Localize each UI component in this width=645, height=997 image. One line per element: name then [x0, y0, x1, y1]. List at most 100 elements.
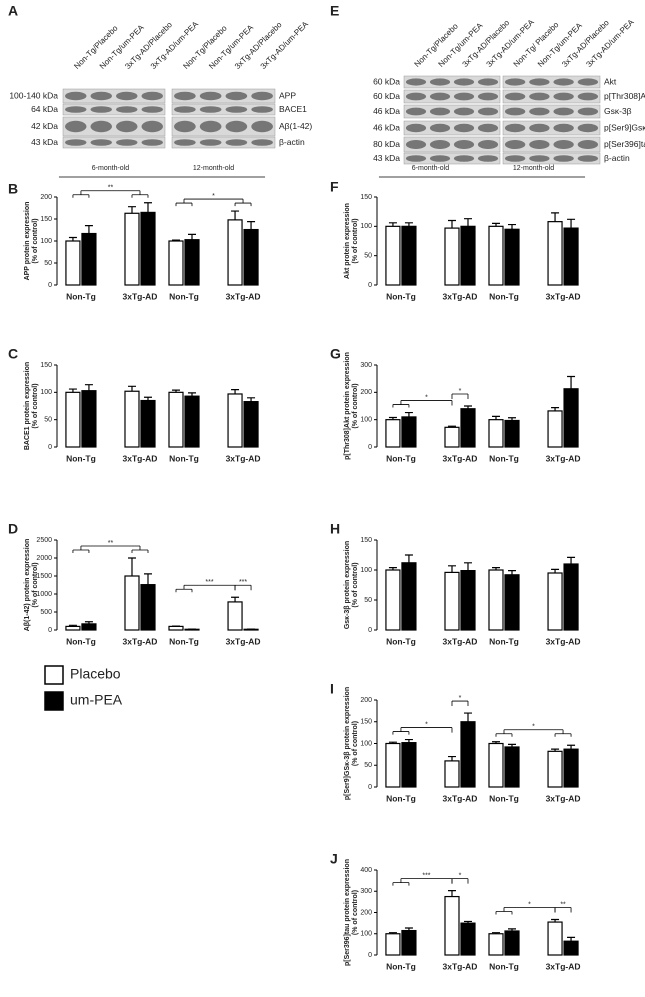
- panel-letter: C: [8, 346, 18, 362]
- bar: [184, 239, 200, 286]
- blot-strip: [502, 136, 601, 153]
- blot-band: [429, 107, 451, 116]
- y-tick-label: 100: [360, 740, 372, 747]
- significance-bracket: [234, 584, 252, 591]
- blot-band: [577, 107, 599, 116]
- error-bar: [567, 744, 576, 750]
- y-tick-label: 1000: [36, 591, 52, 598]
- y-tick-label: 150: [360, 194, 372, 201]
- y-tick-label: 50: [364, 762, 372, 769]
- blot-band: [199, 91, 222, 101]
- blot-band: [429, 78, 451, 86]
- y-axis-label: Aβ(1-42) protein expression: [24, 539, 31, 632]
- blot-band: [577, 155, 599, 162]
- error-bar: [404, 222, 413, 227]
- bar: [547, 921, 563, 956]
- blot-band: [453, 78, 475, 86]
- blot-band: [553, 107, 574, 116]
- significance-bracket: [392, 400, 453, 408]
- error-bar: [463, 920, 472, 924]
- error-bar: [567, 936, 576, 942]
- bar: [488, 225, 504, 286]
- bar: [401, 742, 417, 788]
- y-axis-label: (% of control): [352, 218, 359, 263]
- x-tick-label: 3xTg-AD: [226, 636, 261, 646]
- error-bar: [551, 748, 560, 752]
- y-tick-label: 100: [360, 417, 372, 424]
- blot-band: [553, 92, 574, 101]
- x-tick-label: Non-Tg: [66, 453, 96, 463]
- bar: [460, 225, 476, 286]
- legend-swatch: [44, 665, 64, 685]
- error-bar: [567, 375, 576, 389]
- significance-bracket: [392, 727, 453, 735]
- blot-strip: [62, 103, 166, 116]
- y-tick-label: 100: [40, 389, 52, 396]
- blot-band: [116, 120, 138, 133]
- y-tick-label: 100: [360, 223, 372, 230]
- significance-label: **: [108, 185, 114, 192]
- kda-label: 60 kDa: [373, 76, 400, 86]
- blot-band: [453, 123, 475, 133]
- bar: [124, 212, 140, 286]
- y-tick-label: 0: [368, 444, 372, 451]
- y-tick-label: 0: [368, 627, 372, 634]
- blot-band: [225, 106, 248, 113]
- blot-band: [90, 139, 112, 146]
- significance-label: *: [425, 394, 428, 401]
- x-tick-label: 3xTg-AD: [546, 961, 581, 971]
- error-bar: [463, 405, 472, 409]
- significance-label: ***: [239, 579, 247, 586]
- x-tick-label: 3xTg-AD: [546, 453, 581, 463]
- bar: [488, 933, 504, 956]
- bar: [168, 240, 184, 286]
- bar: [504, 930, 520, 956]
- blot-band: [553, 140, 574, 149]
- error-bar: [388, 932, 397, 934]
- x-tick-label: Non-Tg: [66, 291, 96, 301]
- error-bar: [231, 210, 240, 220]
- significance-label: *: [459, 388, 462, 395]
- y-tick-label: 300: [360, 362, 372, 369]
- bar: [504, 574, 520, 631]
- blot-band: [504, 140, 526, 149]
- error-bar: [187, 392, 196, 397]
- blot-band: [529, 140, 550, 149]
- blot-band: [251, 91, 273, 101]
- significance-bracket: [72, 545, 149, 553]
- error-bar: [507, 928, 516, 931]
- y-tick-label: 50: [364, 597, 372, 604]
- x-tick-label: 3xTg-AD: [443, 793, 478, 803]
- blot-band: [504, 78, 526, 86]
- y-tick-label: 2000: [36, 555, 52, 562]
- y-tick-label: 100: [40, 238, 52, 245]
- y-axis-label: p[Ser9]GSκ-3β protein expression: [344, 687, 351, 800]
- x-tick-label: 3xTg-AD: [226, 453, 261, 463]
- blot-strip: [403, 104, 501, 119]
- error-bar: [127, 557, 136, 576]
- y-tick-label: 50: [44, 417, 52, 424]
- bar: [401, 562, 417, 631]
- bar: [547, 221, 563, 286]
- significance-bracket: [175, 584, 236, 593]
- kda-label: 43 kDa: [31, 137, 58, 147]
- y-axis-label: (% of control): [352, 890, 359, 935]
- lane-label: 3xTg-AD/um-PEA: [259, 19, 311, 71]
- error-bar: [404, 738, 413, 743]
- blot-strip: [403, 75, 501, 89]
- x-tick-label: Non-Tg: [169, 636, 199, 646]
- y-axis-label: APP protein expression: [24, 202, 31, 281]
- bar: [563, 940, 579, 956]
- y-axis-label: Gsκ-3β protein expression: [344, 541, 351, 629]
- error-bar: [551, 407, 560, 411]
- blot-band: [577, 78, 599, 86]
- blot-band: [174, 91, 196, 101]
- protein-label: β-actin: [604, 153, 630, 163]
- blot-band: [65, 139, 87, 146]
- bar: [81, 390, 97, 448]
- x-tick-label: 3xTg-AD: [123, 291, 158, 301]
- bar: [385, 569, 401, 631]
- blot-band: [529, 155, 550, 162]
- blot-strip: [502, 152, 601, 165]
